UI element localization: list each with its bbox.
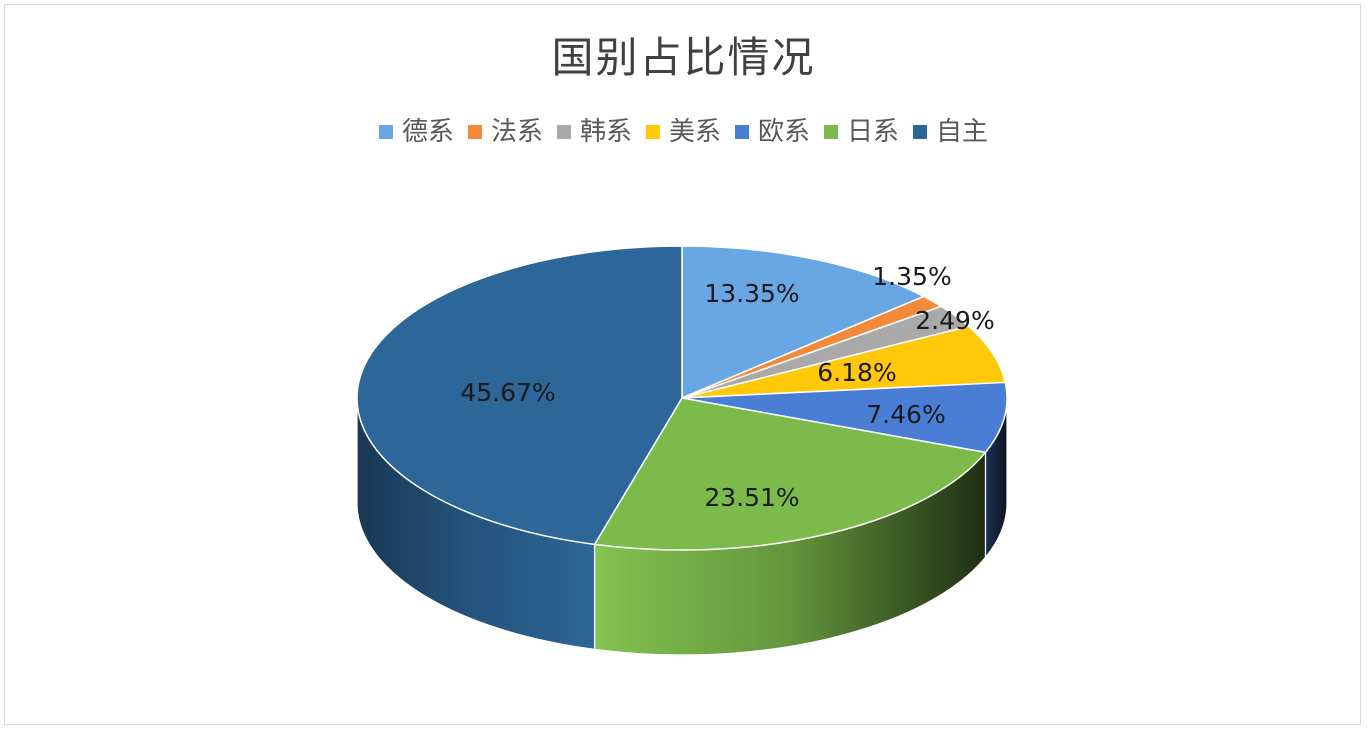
- data-label-6: 45.67%: [460, 378, 555, 407]
- legend-label-de: 德系: [401, 117, 454, 147]
- data-label-5: 23.51%: [704, 483, 799, 512]
- pie-labels: 13.35% 1.35% 2.49% 6.18% 7.46% 23.51% 45.67%: [460, 262, 994, 512]
- data-label-0: 13.35%: [704, 279, 799, 308]
- legend-item-de: 德系: [378, 112, 454, 152]
- legend-swatch-fr: [467, 125, 482, 139]
- legend-item-eu: 欧系: [735, 112, 810, 152]
- legend-label-eu: 欧系: [758, 117, 811, 147]
- legend-swatch-cn: [913, 125, 928, 139]
- data-label-3: 6.18%: [817, 358, 896, 387]
- data-label-1: 1.35%: [872, 262, 951, 291]
- pie-slice-0: [681, 245, 925, 399]
- legend-swatch-us: [645, 125, 660, 139]
- pie-tops: [356, 245, 1008, 551]
- legend-item-fr: 法系: [467, 112, 543, 152]
- data-label-4: 7.46%: [866, 400, 945, 429]
- legend-label-cn: 自主: [936, 117, 989, 147]
- legend-label-jp: 日系: [847, 117, 900, 147]
- data-label-2: 2.49%: [915, 306, 994, 335]
- legend-swatch-eu: [735, 125, 749, 139]
- legend-label-kr: 韩系: [579, 117, 632, 147]
- pie-slice-3: [681, 325, 1007, 399]
- legend-item-cn: 自主: [913, 112, 988, 152]
- pie-sides: [356, 397, 1008, 656]
- legend-label-fr: 法系: [490, 117, 543, 147]
- pie-slice-4: [681, 381, 1008, 454]
- pie-slice-5: [593, 397, 987, 551]
- chart-title: 国别占比情况: [551, 33, 816, 82]
- legend: 德系 法系 韩系 美系 欧系 日系 自主: [0, 112, 1367, 152]
- legend-swatch-kr: [556, 125, 571, 139]
- legend-swatch-jp: [824, 125, 839, 139]
- legend-item-jp: 日系: [824, 112, 899, 152]
- legend-swatch-de: [378, 125, 393, 139]
- legend-item-us: 美系: [645, 112, 721, 152]
- legend-item-kr: 韩系: [556, 112, 632, 152]
- pie-slice-6: [356, 245, 683, 546]
- legend-label-us: 美系: [668, 117, 721, 147]
